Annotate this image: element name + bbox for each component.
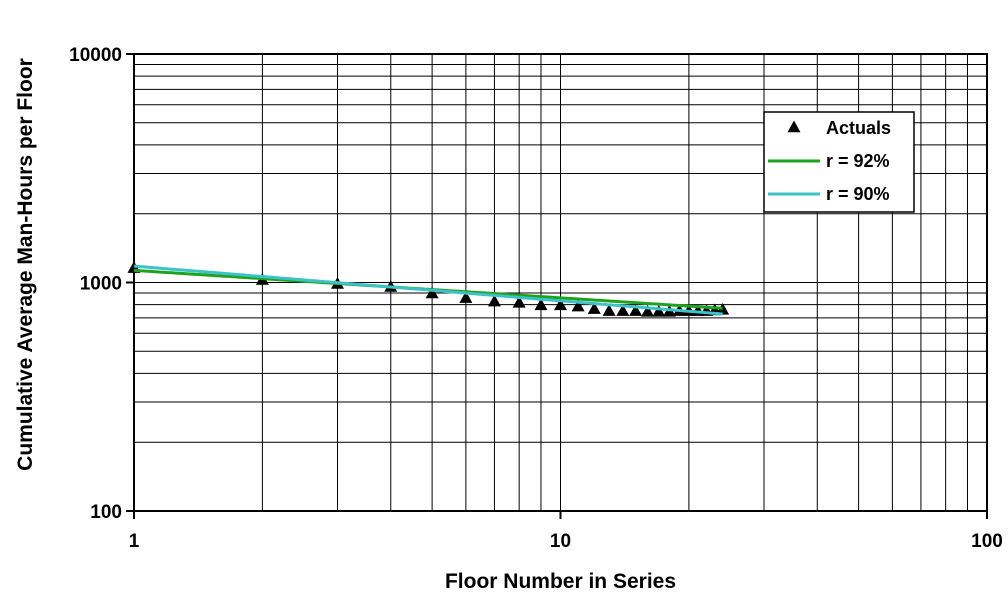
legend-label-actuals: Actuals: [826, 118, 891, 138]
y-axis-title: Cumulative Average Man-Hours per Floor: [14, 58, 37, 471]
data-series: [128, 261, 730, 316]
y-tick-label: 100: [90, 502, 122, 523]
series-2: [134, 266, 723, 314]
y-tick-label: 1000: [80, 274, 122, 295]
x-axis-title: Floor Number in Series: [445, 570, 676, 593]
y-tick-label: 10000: [69, 45, 122, 66]
legend: Actuals r = 92% r = 90%: [764, 112, 914, 212]
series-line: [134, 266, 723, 314]
x-tick-label: 100: [971, 531, 1003, 552]
data-point-marker: [652, 305, 665, 317]
legend-label-r90: r = 90%: [826, 184, 890, 204]
legend-label-r92: r = 92%: [826, 151, 890, 171]
x-tick-label: 10: [550, 531, 571, 552]
x-tick-label: 1: [129, 531, 140, 552]
